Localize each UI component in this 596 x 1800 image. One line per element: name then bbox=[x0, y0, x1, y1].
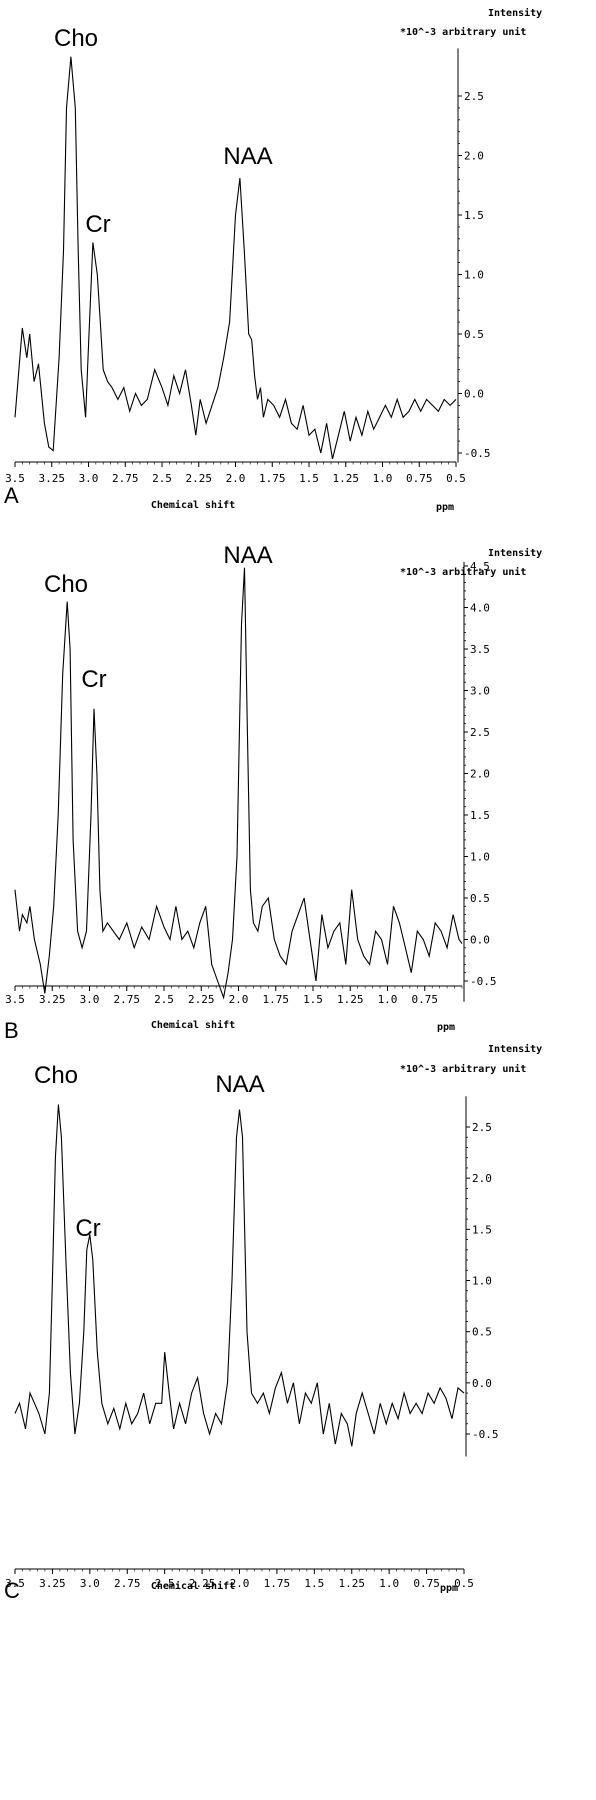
spectrum-line bbox=[14, 56, 457, 460]
peak-label-cho: Cho bbox=[54, 25, 98, 52]
y-axis-title: Intensity bbox=[488, 7, 542, 19]
x-tick-label: 0.5 bbox=[446, 472, 466, 485]
y-tick-label: 2.5 bbox=[472, 1121, 492, 1134]
x-tick-label: 2.5 bbox=[152, 472, 172, 485]
x-tick-label: 2.75 bbox=[112, 472, 139, 485]
x-tick-label: 2.75 bbox=[114, 1577, 141, 1590]
y-tick-label: -0.5 bbox=[470, 975, 497, 988]
y-tick-label: -0.5 bbox=[464, 447, 491, 460]
peak-label-cr: Cr bbox=[85, 211, 110, 238]
x-tick-label: 2.25 bbox=[188, 993, 215, 1006]
y-tick-label: 1.5 bbox=[472, 1223, 492, 1236]
y-tick-label: 0.0 bbox=[464, 388, 484, 401]
spectrum-panel-a: 2.5 2.0 1.5 1.0 0.5 0.0 -0.5 3.5 3.25 3.0 2.75 2.5 2… bbox=[0, 0, 596, 600]
x-tick-label: 3.0 bbox=[79, 472, 99, 485]
x-tick-label: 0.75 bbox=[406, 472, 433, 485]
peak-label-cr: Cr bbox=[81, 666, 106, 693]
x-tick-label: 3.0 bbox=[80, 993, 100, 1006]
x-tick-label: 1.0 bbox=[378, 993, 398, 1006]
y-tick-label: 4.5 bbox=[470, 560, 490, 573]
x-tick-label: 3.25 bbox=[39, 472, 66, 485]
spectrum-chart-b: 4.5 4.0 3.5 3.0 2.5 2.0 1.5 1.0 0.5 0.0 -0.5 3.5 3.2… bbox=[4, 542, 542, 1043]
y-tick-label: 2.5 bbox=[470, 726, 490, 739]
x-tick-label: 2.25 bbox=[189, 1577, 216, 1590]
x-tick-label: 2.0 bbox=[229, 993, 249, 1006]
peak-label-naa: NAA bbox=[215, 1071, 264, 1098]
x-tick-label: 1.0 bbox=[373, 472, 393, 485]
spectrum-line bbox=[14, 567, 463, 1000]
x-tick-label: 3.0 bbox=[80, 1577, 100, 1590]
chart-group: 2.5 2.0 1.5 1.0 0.5 0.0 -0.5 3.5 3.25 3.0 2.75 2.5 2… bbox=[4, 1043, 542, 1603]
y-tick-label: 1.0 bbox=[470, 851, 490, 864]
x-tick-label: 2.0 bbox=[230, 1577, 250, 1590]
x-tick-label: 0.5 bbox=[454, 1577, 474, 1590]
y-axis-unit: *10^-3 arbitrary unit bbox=[400, 1063, 526, 1075]
x-tick-label: 3.25 bbox=[39, 1577, 66, 1590]
x-tick-label: 2.5 bbox=[154, 993, 174, 1006]
spectrum-panel-b: 4.5 4.0 3.5 3.0 2.5 2.0 1.5 1.0 0.5 0.0 -0.5 3.5 3.2… bbox=[0, 540, 596, 1070]
y-tick-label: 4.0 bbox=[470, 602, 490, 615]
y-tick-label: 2.5 bbox=[464, 90, 484, 103]
x-tick-label: 2.5 bbox=[155, 1577, 175, 1590]
y-tick-label: 0.5 bbox=[470, 892, 490, 905]
x-tick-label: 1.75 bbox=[264, 1577, 291, 1590]
y-tick-label: 2.0 bbox=[472, 1172, 492, 1185]
y-tick-label: 3.0 bbox=[470, 685, 490, 698]
x-tick-label: 1.5 bbox=[303, 993, 323, 1006]
chart-group: 2.5 2.0 1.5 1.0 0.5 0.0 -0.5 3.5 3.25 3.0 2.75 2.5 2… bbox=[4, 7, 542, 513]
peak-label-naa: NAA bbox=[223, 143, 272, 170]
x-axis-unit: ppm bbox=[437, 1022, 455, 1033]
x-tick-label: 1.75 bbox=[263, 993, 290, 1006]
x-axis-unit: ppm bbox=[436, 502, 454, 513]
spectrum-line bbox=[14, 1104, 465, 1447]
x-tick-label: 0.75 bbox=[413, 1577, 440, 1590]
chart-group: 4.5 4.0 3.5 3.0 2.5 2.0 1.5 1.0 0.5 0.0 -0.5 3.5 3.2… bbox=[4, 542, 542, 1043]
y-axis-title: Intensity bbox=[488, 547, 542, 559]
peak-label-cho: Cho bbox=[34, 1062, 78, 1089]
panel-label: C bbox=[4, 1578, 20, 1603]
x-tick-label: 1.0 bbox=[379, 1577, 399, 1590]
y-tick-label: 3.5 bbox=[470, 643, 490, 656]
peak-label-naa: NAA bbox=[223, 542, 272, 569]
y-axis-title: Intensity bbox=[488, 1043, 542, 1055]
y-tick-label: 0.0 bbox=[470, 934, 490, 947]
x-tick-label: 3.25 bbox=[39, 993, 66, 1006]
x-axis-unit: ppm bbox=[440, 1583, 458, 1594]
y-tick-label: 0.0 bbox=[472, 1377, 492, 1390]
spectrum-chart-c: 2.5 2.0 1.5 1.0 0.5 0.0 -0.5 3.5 3.25 3.0 2.75 2.5 2… bbox=[4, 1043, 542, 1603]
x-tick-label: 1.75 bbox=[259, 472, 286, 485]
x-tick-label: 2.75 bbox=[114, 993, 141, 1006]
x-tick-label: 2.0 bbox=[226, 472, 246, 485]
y-tick-label: 2.0 bbox=[470, 768, 490, 781]
y-tick-label: 1.5 bbox=[470, 809, 490, 822]
y-tick-label: 2.0 bbox=[464, 150, 484, 163]
x-tick-label: 3.5 bbox=[5, 993, 25, 1006]
x-tick-label: 1.25 bbox=[333, 472, 360, 485]
y-axis-unit: *10^-3 arbitrary unit bbox=[400, 566, 526, 578]
x-tick-label: 3.5 bbox=[5, 472, 25, 485]
peak-label-cho: Cho bbox=[44, 571, 88, 598]
x-tick-label: 2.25 bbox=[186, 472, 213, 485]
x-axis-title: Chemical shift bbox=[151, 499, 235, 511]
y-tick-label: 1.5 bbox=[464, 209, 484, 222]
panel-label: B bbox=[4, 1018, 19, 1043]
x-axis-title: Chemical shift bbox=[151, 1580, 235, 1592]
x-tick-label: 1.25 bbox=[339, 1577, 366, 1590]
x-tick-label: 1.5 bbox=[304, 1577, 324, 1590]
x-tick-label: 1.5 bbox=[299, 472, 319, 485]
spectrum-panel-c: 2.5 2.0 1.5 1.0 0.5 0.0 -0.5 3.5 3.25 3.0 2.75 2.5 2… bbox=[0, 1040, 596, 1800]
y-tick-label: 1.0 bbox=[472, 1275, 492, 1288]
x-tick-label: 1.25 bbox=[337, 993, 364, 1006]
x-tick-label: 0.75 bbox=[412, 993, 439, 1006]
x-tick-label: 3.5 bbox=[5, 1577, 25, 1590]
y-tick-label: 1.0 bbox=[464, 269, 484, 282]
y-axis-unit: *10^-3 arbitrary unit bbox=[400, 26, 526, 38]
panel-label: A bbox=[4, 483, 19, 508]
y-tick-label: 0.5 bbox=[464, 328, 484, 341]
spectrum-chart-a: 2.5 2.0 1.5 1.0 0.5 0.0 -0.5 3.5 3.25 3.0 2.75 2.5 2… bbox=[4, 7, 542, 513]
x-axis-title: Chemical shift bbox=[151, 1019, 235, 1031]
y-tick-label: 0.5 bbox=[472, 1326, 492, 1339]
y-tick-label: -0.5 bbox=[472, 1428, 499, 1441]
peak-label-cr: Cr bbox=[75, 1215, 100, 1242]
